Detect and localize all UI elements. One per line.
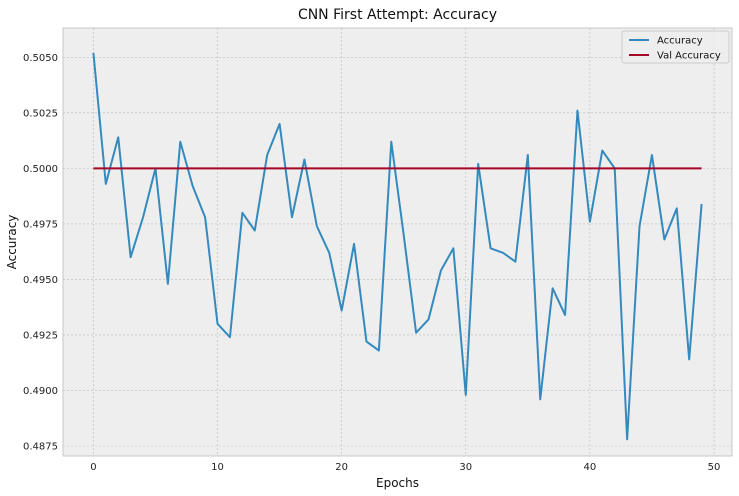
y-tick-label: 0.5000 [23,164,58,175]
y-axis: 0.4875 0.4900 0.4925 0.4950 0.4975 0.5000 0.50… [23,53,58,453]
x-tick-label: 20 [335,462,348,473]
y-tick-label: 0.4950 [23,275,58,286]
data-lines [92,52,703,441]
legend-label-accuracy: Accuracy [657,36,703,47]
x-tick-label: 0 [90,462,96,473]
y-axis-title: Accuracy [5,215,19,270]
series-line-accuracy [92,52,703,441]
y-tick-label: 0.5025 [23,108,58,119]
x-tick-label: 50 [708,462,721,473]
y-tick-label: 0.4875 [23,442,58,453]
y-tick-label: 0.4975 [23,219,58,230]
legend-label-val-accuracy: Val Accuracy [657,51,721,62]
legend: Accuracy Val Accuracy [621,30,730,64]
y-tick-label: 0.4925 [23,330,58,341]
x-axis-title: Epochs [376,476,419,490]
chart-title: CNN First Attempt: Accuracy [298,7,497,23]
y-tick-label: 0.5050 [23,53,58,64]
x-tick-label: 10 [211,462,224,473]
x-tick-label: 40 [584,462,597,473]
x-tick-label: 30 [459,462,472,473]
y-tick-label: 0.4900 [23,386,58,397]
plot-area [62,27,733,457]
x-axis: 0 10 20 30 40 50 [90,462,720,473]
